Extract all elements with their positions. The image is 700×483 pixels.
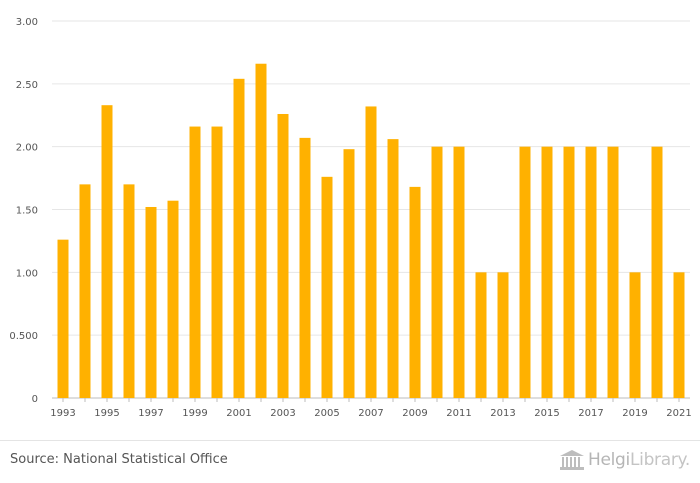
- footer: Source: National Statistical Office Helg…: [0, 440, 700, 483]
- bar-2020: [651, 146, 663, 398]
- bar-2005: [321, 176, 333, 398]
- bar-2021: [673, 272, 685, 398]
- y-tick-label: 1.50: [16, 206, 38, 217]
- bar-2019: [629, 272, 641, 398]
- bar-2017: [585, 146, 597, 398]
- bar-2014: [519, 146, 531, 398]
- x-tick-label: 2015: [534, 408, 559, 419]
- x-tick-label: 2003: [270, 408, 295, 419]
- y-tick-label: 0.500: [9, 331, 38, 342]
- x-tick-label: 2019: [622, 408, 647, 419]
- x-tick-label: 2011: [446, 408, 471, 419]
- bar-1993: [57, 239, 69, 398]
- bar-2000: [211, 126, 223, 398]
- source-note: Source: National Statistical Office: [10, 452, 228, 467]
- bar-2016: [563, 146, 575, 398]
- bar-2009: [409, 186, 421, 398]
- bar-2002: [255, 63, 267, 399]
- bar-2006: [343, 149, 355, 398]
- bar-2015: [541, 146, 553, 398]
- bar-2003: [277, 113, 289, 398]
- x-tick-label: 2001: [226, 408, 251, 419]
- bar-2004: [299, 137, 311, 398]
- bar-2007: [365, 106, 377, 398]
- bar-chart: 0 0.500 1.00 1.50 2.00 2.50 3.00 1993 1995 1997 19…: [9, 17, 691, 419]
- x-tick-label: 2013: [490, 408, 515, 419]
- x-tick-label: 1997: [138, 408, 163, 419]
- x-tick-label: 2009: [402, 408, 427, 419]
- y-tick-label: 3.00: [16, 17, 38, 28]
- y-tick-label: 2.00: [16, 143, 38, 154]
- x-tick-label: 2017: [578, 408, 603, 419]
- brand-logo[interactable]: HelgiLibrary.: [559, 449, 690, 471]
- bar-2011: [453, 146, 465, 398]
- bar-2013: [497, 272, 509, 398]
- bar-1994: [79, 184, 91, 398]
- bar-2018: [607, 146, 619, 398]
- bar-1996: [123, 184, 135, 398]
- x-tick-label: 2005: [314, 408, 339, 419]
- brand-main: Helgi: [587, 450, 630, 470]
- bar-1995: [101, 105, 113, 399]
- bar-2008: [387, 139, 399, 399]
- y-tick-label: 1.00: [16, 268, 38, 279]
- brand-light: Library.: [629, 450, 690, 470]
- bar-2012: [475, 272, 487, 398]
- bar-2010: [431, 146, 443, 398]
- x-tick-label: 2021: [666, 408, 691, 419]
- library-building-icon: [559, 450, 584, 470]
- x-tick-label: 1993: [50, 408, 75, 419]
- bar-2001: [233, 78, 245, 398]
- bar-1998: [167, 200, 179, 398]
- y-tick-label: 2.50: [16, 80, 38, 91]
- brand-name: HelgiLibrary.: [588, 450, 690, 470]
- x-tick-label: 1999: [182, 408, 207, 419]
- bar-1999: [189, 126, 201, 398]
- y-tick-label: 0: [32, 394, 38, 405]
- x-tick-label: 1995: [94, 408, 119, 419]
- bar-1997: [145, 206, 157, 398]
- x-tick-label: 2007: [358, 408, 383, 419]
